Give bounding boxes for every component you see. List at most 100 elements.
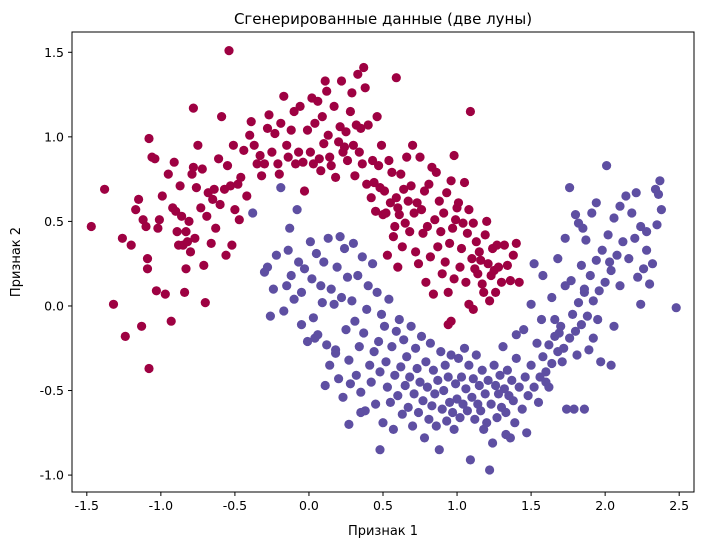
point-class-red <box>449 274 459 284</box>
point-class-purple <box>653 189 664 199</box>
point-class-red <box>418 228 428 238</box>
point-class-purple <box>576 320 587 330</box>
point-class-purple <box>624 254 634 264</box>
point-class-purple <box>299 264 310 274</box>
point-class-red <box>468 218 478 228</box>
point-class-red <box>348 140 358 150</box>
point-class-red <box>252 159 262 169</box>
point-class-purple <box>376 309 387 319</box>
point-class-red <box>458 218 468 228</box>
point-class-purple <box>416 331 427 341</box>
point-class-purple <box>612 250 622 260</box>
point-class-purple <box>609 213 619 223</box>
point-class-red <box>188 162 198 172</box>
point-class-red <box>413 259 424 269</box>
point-class-red <box>160 289 170 299</box>
point-class-purple <box>317 298 327 308</box>
point-class-purple <box>550 314 560 325</box>
point-class-purple <box>594 286 604 296</box>
point-class-red <box>157 191 167 201</box>
point-class-red <box>228 140 238 150</box>
point-class-purple <box>406 321 416 331</box>
point-class-red <box>166 316 176 326</box>
point-class-red <box>305 147 315 157</box>
point-class-purple <box>338 392 348 402</box>
point-class-purple <box>565 183 575 193</box>
point-class-red <box>448 223 458 233</box>
point-class-red <box>464 205 474 215</box>
point-class-purple <box>578 223 588 233</box>
point-class-red <box>353 69 363 79</box>
point-class-red <box>279 91 289 101</box>
point-class-purple <box>403 402 413 412</box>
point-class-purple <box>385 397 395 407</box>
point-class-purple <box>470 414 480 424</box>
point-class-purple <box>302 336 313 347</box>
point-class-red <box>215 199 225 210</box>
point-class-purple <box>636 299 646 309</box>
point-class-purple <box>282 281 292 291</box>
point-class-purple <box>350 316 360 326</box>
point-class-red <box>363 120 373 130</box>
point-class-purple <box>399 335 409 345</box>
x-tick-label: -1.5 <box>75 498 99 513</box>
point-class-red <box>289 106 299 117</box>
point-class-red <box>455 262 465 272</box>
point-class-red <box>402 152 412 162</box>
point-class-purple <box>388 424 398 434</box>
point-class-red <box>514 277 524 287</box>
point-class-red <box>451 215 461 225</box>
point-class-red <box>202 211 212 221</box>
point-class-purple <box>424 414 434 424</box>
point-class-purple <box>322 340 332 350</box>
point-class-red <box>382 250 392 260</box>
point-class-purple <box>587 208 597 218</box>
point-class-purple <box>319 257 329 267</box>
point-class-red <box>437 269 447 279</box>
point-class-red <box>199 260 209 270</box>
point-class-purple <box>289 294 299 304</box>
point-class-purple <box>320 380 330 391</box>
point-class-red <box>314 154 324 164</box>
point-class-purple <box>334 374 344 384</box>
point-class-purple <box>507 375 517 385</box>
point-class-purple <box>339 243 350 254</box>
point-class-red <box>492 240 502 250</box>
point-class-red <box>273 159 283 169</box>
point-class-purple <box>351 370 361 380</box>
point-class-red <box>341 127 351 137</box>
point-class-purple <box>409 389 419 399</box>
point-class-red <box>368 155 378 166</box>
point-class-red <box>434 196 444 206</box>
point-class-purple <box>671 303 681 313</box>
point-class-red <box>442 188 452 198</box>
point-class-red <box>150 154 160 164</box>
point-class-purple <box>560 233 570 243</box>
x-tick-label: 0.5 <box>373 498 393 513</box>
point-class-purple <box>593 314 603 325</box>
point-class-purple <box>541 377 551 387</box>
point-class-red <box>366 193 376 203</box>
point-class-red <box>117 233 127 243</box>
point-class-red <box>310 118 320 128</box>
point-class-red <box>491 287 501 297</box>
point-class-red <box>393 262 403 272</box>
point-class-red <box>172 227 182 237</box>
point-class-red <box>257 171 267 181</box>
point-class-purple <box>283 245 293 255</box>
point-class-purple <box>437 404 447 414</box>
point-class-purple <box>356 407 366 418</box>
point-class-purple <box>451 379 461 389</box>
point-class-purple <box>579 287 590 297</box>
point-class-purple <box>630 233 640 243</box>
point-class-purple <box>294 257 304 267</box>
point-class-red <box>384 155 394 166</box>
point-class-purple <box>547 292 557 303</box>
point-class-red <box>371 206 381 216</box>
point-class-purple <box>462 406 472 416</box>
point-class-purple <box>332 262 342 272</box>
point-class-red <box>357 159 367 169</box>
point-class-purple <box>553 254 563 264</box>
point-class-purple <box>603 230 613 240</box>
point-class-purple <box>344 419 354 429</box>
